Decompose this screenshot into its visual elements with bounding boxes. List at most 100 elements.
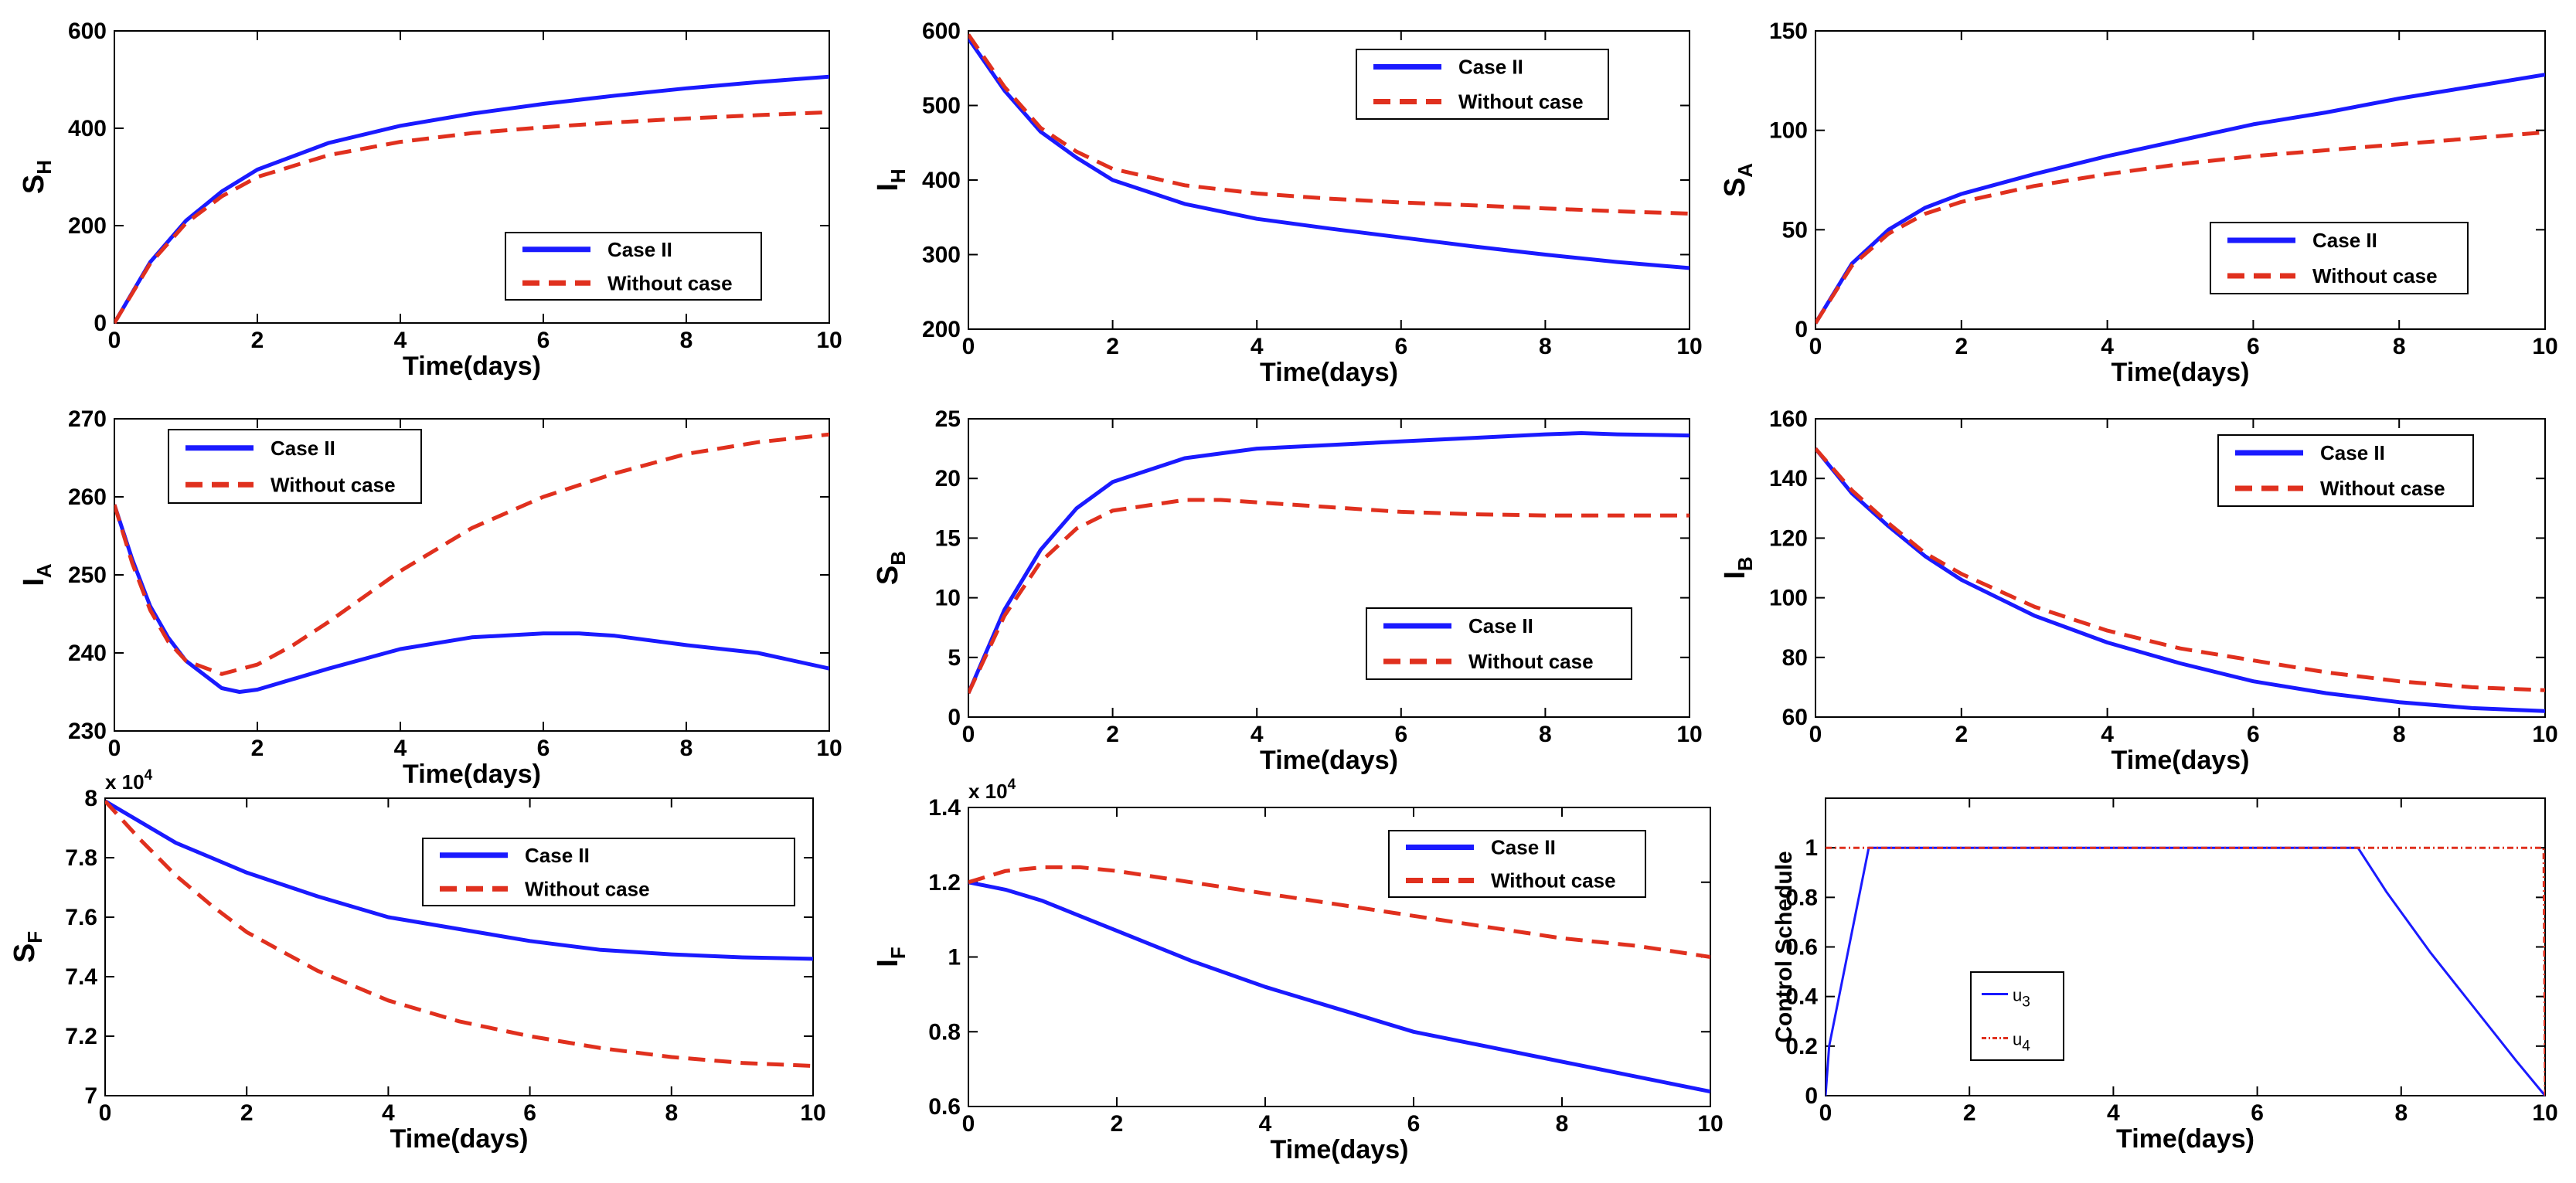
- x-tick-label: 4: [1251, 334, 1264, 359]
- series-line-1: [1826, 846, 2545, 1096]
- x-axis-label: Time(days): [2112, 746, 2250, 775]
- y-tick-label: 20: [935, 466, 961, 491]
- y-tick-label: 5: [948, 645, 961, 671]
- y-tick-label: 80: [1782, 645, 1808, 671]
- series-line-1: [1815, 447, 2545, 713]
- subplot-8: 0 2 4 6 8 10 0.6 0.8 1 1.2 1.4 Time(days) IF x 104 Cas…: [872, 777, 1724, 1164]
- x-tick-label: 4: [2101, 722, 2114, 747]
- y-tick-label: 0.8: [1785, 885, 1818, 910]
- y-tick-label: 7.2: [65, 1024, 97, 1049]
- y-tick-label: 1.4: [928, 795, 961, 821]
- y-axis-label: IA: [18, 563, 56, 586]
- legend: Case II Without case: [168, 429, 422, 504]
- y-tick-label: 200: [922, 317, 961, 342]
- x-tick-label: 10: [800, 1100, 825, 1126]
- axes-frame: [968, 418, 1690, 718]
- series-line-2: [968, 33, 1690, 216]
- y-tick-label: 0: [948, 705, 961, 730]
- y-tick-label: 100: [1769, 118, 1808, 144]
- y-axis-label: SF: [9, 931, 46, 963]
- x-axis-label: Time(days): [1271, 1135, 1409, 1164]
- x-tick-label: 2: [1111, 1111, 1124, 1137]
- legend-box: [505, 232, 762, 301]
- y-axis-label: SH: [18, 160, 56, 194]
- y-tick-label: 0.8: [928, 1019, 961, 1045]
- x-tick-label: 0: [108, 736, 121, 761]
- legend-entry: Case II: [1458, 56, 1523, 79]
- y-tick-label: 50: [1782, 217, 1808, 243]
- x-axis-label: Time(days): [1260, 358, 1398, 387]
- x-tick-label: 8: [1539, 722, 1552, 747]
- y-tick-label: 0.6: [928, 1094, 961, 1120]
- subplot-6: 0 2 4 6 8 10 60 80 100 120 140 160 Time(days) IB Case …: [1719, 406, 2558, 775]
- y-axis-label: SB: [872, 551, 910, 585]
- legend: Case II Without case: [1388, 830, 1646, 898]
- series-line-2: [968, 865, 1710, 959]
- x-tick-label: 6: [1394, 722, 1407, 747]
- series-line-1: [968, 880, 1710, 1094]
- x-tick-label: 4: [1251, 722, 1264, 747]
- legend: Case II Without case: [422, 838, 795, 906]
- x-axis-label: Time(days): [390, 1124, 529, 1154]
- y-axis-label: Control Schedule: [1771, 851, 1797, 1042]
- legend-entry: Case II: [1468, 614, 1533, 637]
- x-tick-label: 0: [99, 1100, 112, 1126]
- legend-entry: Without case: [2312, 264, 2438, 287]
- legend-entry: Without case: [2320, 477, 2445, 500]
- x-tick-label: 10: [2532, 1100, 2557, 1126]
- y-tick-label: 7: [84, 1083, 97, 1109]
- x-tick-label: 6: [537, 736, 550, 761]
- series-line-1: [105, 799, 813, 961]
- x-tick-label: 4: [382, 1100, 395, 1126]
- x-tick-label: 2: [1106, 722, 1119, 747]
- x-tick-label: 2: [1106, 334, 1119, 359]
- y-tick-label: 10: [935, 586, 961, 611]
- x-tick-label: 10: [2532, 334, 2557, 359]
- x-tick-label: 6: [2247, 334, 2260, 359]
- legend-box: [1366, 607, 1632, 680]
- y-tick-label: 400: [68, 116, 107, 141]
- legend-entry: Case II: [607, 238, 672, 261]
- x-tick-label: 8: [2393, 334, 2406, 359]
- x-tick-label: 10: [1676, 722, 1702, 747]
- x-tick-label: 10: [1697, 1111, 1723, 1137]
- y-tick-label: 230: [68, 719, 107, 744]
- legend-entry: Without case: [607, 271, 733, 294]
- y-axis-label: IH: [872, 168, 910, 191]
- x-axis-label: Time(days): [1260, 746, 1398, 775]
- y-tick-label: 1.2: [928, 870, 961, 896]
- subplot-4: 0 2 4 6 8 10 230 240 250 260 270 Time(days) IA Case I…: [18, 406, 842, 789]
- y-tick-label: 8: [84, 786, 97, 811]
- y-tick-label: 500: [922, 93, 961, 119]
- x-tick-label: 2: [251, 328, 264, 353]
- x-axis-label: Time(days): [403, 352, 541, 381]
- y-tick-label: 1: [948, 945, 961, 971]
- legend-box: [1970, 971, 2064, 1061]
- legend: Case II Without case: [505, 232, 762, 301]
- x-tick-label: 0: [108, 328, 121, 353]
- series-line-2: [1826, 846, 2545, 1096]
- x-tick-label: 4: [2101, 334, 2114, 359]
- y-tick-label: 15: [935, 525, 961, 551]
- legend: Case II Without case: [2217, 434, 2474, 507]
- legend-entry: u4: [2013, 1030, 2030, 1055]
- legend-box: [168, 429, 422, 504]
- y-tick-label: 240: [68, 641, 107, 666]
- y-tick-label: 7.4: [65, 964, 97, 990]
- y-tick-label: 1: [1805, 835, 1818, 861]
- subplot-5: 0 2 4 6 8 10 0 5 10 15 20 25 Time(days) SB Case II With…: [872, 406, 1703, 775]
- legend-entry: Without case: [525, 877, 650, 900]
- series-line-2: [1815, 447, 2545, 692]
- legend: u3 u4: [1970, 971, 2064, 1061]
- x-tick-label: 8: [1539, 334, 1552, 359]
- legend-entry: Without case: [271, 473, 396, 496]
- y-tick-label: 150: [1769, 19, 1808, 44]
- y-tick-label: 260: [68, 484, 107, 510]
- y-tick-label: 7.6: [65, 905, 97, 930]
- y-tick-label: 0.4: [1785, 984, 1818, 1010]
- legend-entry: u3: [2013, 986, 2030, 1011]
- x-tick-label: 0: [962, 1111, 975, 1137]
- y-tick-label: 600: [922, 19, 961, 44]
